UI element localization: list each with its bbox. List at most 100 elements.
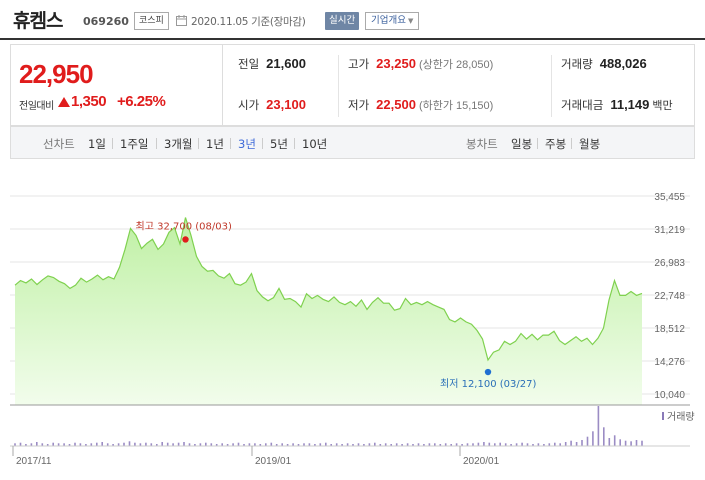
price-area [15,217,642,405]
tab-daily[interactable]: 일봉 [511,137,533,151]
x-axis: 2017/11 2019/01 2020/01 [12,446,500,467]
volume-bar [232,443,234,446]
volume-bar [608,438,611,446]
candle-chart-label: 봉차트 [466,137,498,151]
stat-value: 11,149 [610,97,650,112]
volume-bar [123,442,125,446]
volume-bar [330,444,332,446]
volume-bar [128,441,131,446]
volume-bar [477,442,480,446]
volume-bar [444,443,447,446]
volume-bar [325,442,327,446]
tab-5year[interactable]: 5년 [270,137,288,151]
line-chart-label: 선차트 [43,137,75,151]
volume-bar [384,443,387,446]
stat-label: 거래량 [561,57,593,71]
stat-label: 고가 [348,57,370,71]
volume-bar [613,435,616,446]
volume-bar [554,442,556,446]
volume-bar [581,440,583,446]
volume-bar [423,444,425,446]
volume-bar [25,444,27,446]
stock-header: 휴켐스 069260 코스피 2020.11.05 기준(장마감) 실시간 기업… [0,0,705,40]
volume-bar [112,444,114,446]
volume-bar [36,442,38,446]
tab-monthly[interactable]: 월봉 [579,137,601,151]
tab-1week[interactable]: 1주일 [120,137,149,151]
volume-bar [559,443,561,446]
y-axis: 35,455 31,219 26,983 22,748 18,512 14,276 10,0… [654,192,685,401]
volume-bar [63,443,65,446]
tab-1day[interactable]: 1일 [88,137,106,151]
volume-bar [292,443,294,446]
company-info-dropdown[interactable]: 기업개요 ▼ [365,12,420,30]
volume-bar [564,442,567,446]
current-price: 22,950 [19,59,94,89]
x-tick-label: 2019/01 [255,456,292,467]
volume-bar [341,444,343,446]
high-annotation: 최고 32,700 (08/03) [136,220,232,232]
tab-3year[interactable]: 3년 [238,137,256,151]
tab-3month[interactable]: 3개월 [164,137,193,151]
volume-bar [297,444,300,446]
tab-10year[interactable]: 10년 [302,137,328,151]
volume-bar [363,444,365,446]
low-annotation: 최저 12,100 (03/27) [440,378,536,390]
stock-name[interactable]: 휴켐스 [13,10,63,32]
volume-bar [395,443,398,446]
market-badge: 코스피 [134,12,169,30]
realtime-button[interactable]: 실시간 [325,12,360,30]
divider [338,55,339,117]
volume-bar [466,443,469,446]
volume-bar [188,443,191,446]
y-tick-label: 26,983 [654,258,685,269]
tab-divider [230,138,231,149]
stock-code: 069260 [83,15,129,28]
volume-bar [510,444,512,446]
volume-bar [68,444,71,446]
volume-bar [30,443,33,446]
up-triangle-icon [58,97,70,107]
x-tick-label: 2020/01 [463,456,500,467]
volume-bar [96,442,98,446]
stat-label: 거래대금 [561,98,604,112]
price-stats-panel: 전일 21,600 고가 23,250 (상한가 28,050) 거래량 488,026… [222,44,695,126]
volume-bar [374,442,376,446]
volume-bar [406,443,409,446]
price-line [14,217,643,362]
volume-bar [101,442,103,446]
tab-weekly[interactable]: 주봉 [545,137,567,151]
current-price-panel: 22,950 전일대비 1,350 +6.25% [10,44,223,126]
volume-bar [368,443,371,446]
y-tick-label: 18,512 [654,324,685,335]
stat-label: 전일 [238,57,260,71]
change-percent: +6.25% [117,93,166,110]
volume-bar [455,443,458,446]
stat-high: 고가 23,250 (상한가 28,050) [348,56,493,72]
volume-bar [319,443,322,446]
volume-bar [150,443,153,446]
volume-bar [483,442,485,446]
stat-value: 22,500 [376,97,416,112]
volume-bar [439,444,442,446]
stat-low: 저가 22,500 (하한가 15,150) [348,97,493,113]
stat-open: 시가 23,100 [238,97,306,113]
volume-bar [74,442,76,446]
tab-1year[interactable]: 1년 [206,137,224,151]
y-tick-label: 14,276 [654,357,685,368]
tab-divider [537,138,538,149]
volume-bar [221,443,223,446]
stat-unit: 백만 [652,99,673,112]
volume-bar [259,444,262,446]
volume-bar [134,442,136,446]
volume-bar [90,443,93,446]
stat-prev-close: 전일 21,600 [238,56,306,72]
volume-bar [603,427,605,446]
price-chart[interactable]: 35,455 31,219 26,983 22,748 18,512 14,276 10,0… [0,160,705,480]
volume-bar [641,440,643,446]
volume-bar [183,442,185,446]
volume-bar [357,443,360,446]
chevron-down-icon: ▼ [407,17,414,25]
volume-bar [199,443,202,446]
volume-legend: 거래량 [667,411,695,423]
